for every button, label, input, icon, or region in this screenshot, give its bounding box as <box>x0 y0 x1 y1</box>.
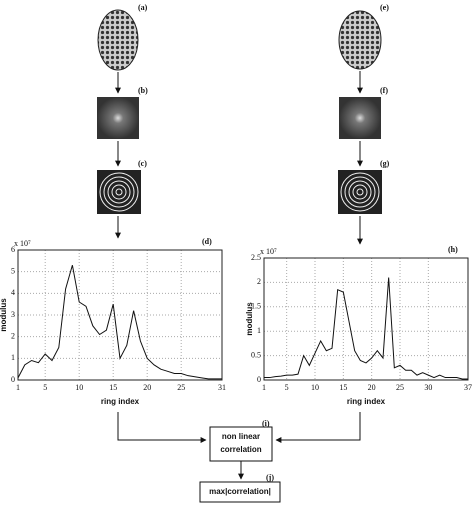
panel-label: (h) <box>448 245 458 254</box>
y-tick-label: 2 <box>257 277 261 286</box>
bottom-flow <box>117 412 361 503</box>
x-tick-label: 10 <box>75 383 83 392</box>
y-multiplier: x 10⁷ <box>14 239 31 248</box>
image-a <box>97 9 139 71</box>
x-tick-label: 20 <box>368 383 376 392</box>
x-tick-label: 37 <box>464 383 472 392</box>
right-column: (e) (f) (g) <box>338 3 390 245</box>
x-tick-label: 15 <box>109 383 117 392</box>
y-tick-label: 5 <box>11 266 15 275</box>
data-line <box>17 265 222 380</box>
x-tick-label: 10 <box>311 383 319 392</box>
data-line <box>264 277 468 380</box>
y-tick-label: 2 <box>11 331 15 340</box>
x-tick-label: 30 <box>424 383 432 392</box>
y-tick-label: 0.5 <box>251 350 261 359</box>
panel-label: (a) <box>138 3 148 12</box>
x-tick-label: 15 <box>339 383 347 392</box>
rings <box>340 172 380 212</box>
plot-frame <box>17 249 223 381</box>
x-tick-label: 1 <box>16 383 20 392</box>
panel-label: (c) <box>138 159 147 168</box>
result-text: max|correlation| <box>209 487 271 496</box>
x-tick-label: 5 <box>285 383 289 392</box>
y-tick-label: 1 <box>257 326 261 335</box>
y-tick-label: 0 <box>11 375 15 384</box>
panel-label: (d) <box>202 237 212 246</box>
correlation-box <box>209 426 273 462</box>
x-tick-label: 1 <box>262 383 266 392</box>
y-axis-label: modulus <box>245 302 254 336</box>
y-tick-label: 6 <box>11 245 15 254</box>
y-multiplier: x 10⁷ <box>260 247 277 256</box>
panel-label: (b) <box>138 86 148 95</box>
panel-label: (j) <box>266 473 274 482</box>
box-text: correlation <box>220 445 261 454</box>
panel-label: (g) <box>380 159 390 168</box>
plot-frame <box>263 257 469 381</box>
y-tick-label: 0 <box>257 375 261 384</box>
y-tick-label: 4 <box>11 288 15 297</box>
left-column: (a) (b) (c) <box>97 3 148 239</box>
x-tick-label: 25 <box>396 383 404 392</box>
y-tick-label: 3 <box>11 310 15 319</box>
panel-label: (f) <box>380 86 388 95</box>
arrow <box>275 412 361 443</box>
x-tick-label: 31 <box>218 383 226 392</box>
image-f <box>339 97 381 139</box>
x-tick-label: 5 <box>43 383 47 392</box>
x-axis-label: ring index <box>347 397 386 406</box>
y-tick-label: 1 <box>11 353 15 362</box>
arrow <box>117 412 207 443</box>
y-tick-label: 2.5 <box>251 253 261 262</box>
rings <box>99 172 139 212</box>
panel-label: (i) <box>262 419 270 428</box>
panel-label: (e) <box>380 3 389 12</box>
result-box <box>199 481 281 503</box>
y-tick-label: 1.5 <box>251 302 261 311</box>
image-e <box>338 10 382 70</box>
y-axis-label: modulus <box>0 298 8 332</box>
x-tick-label: 25 <box>177 383 185 392</box>
x-tick-label: 20 <box>143 383 151 392</box>
image-b <box>97 97 139 139</box>
x-axis-label: ring index <box>101 397 140 406</box>
box-text: non linear <box>222 432 260 441</box>
